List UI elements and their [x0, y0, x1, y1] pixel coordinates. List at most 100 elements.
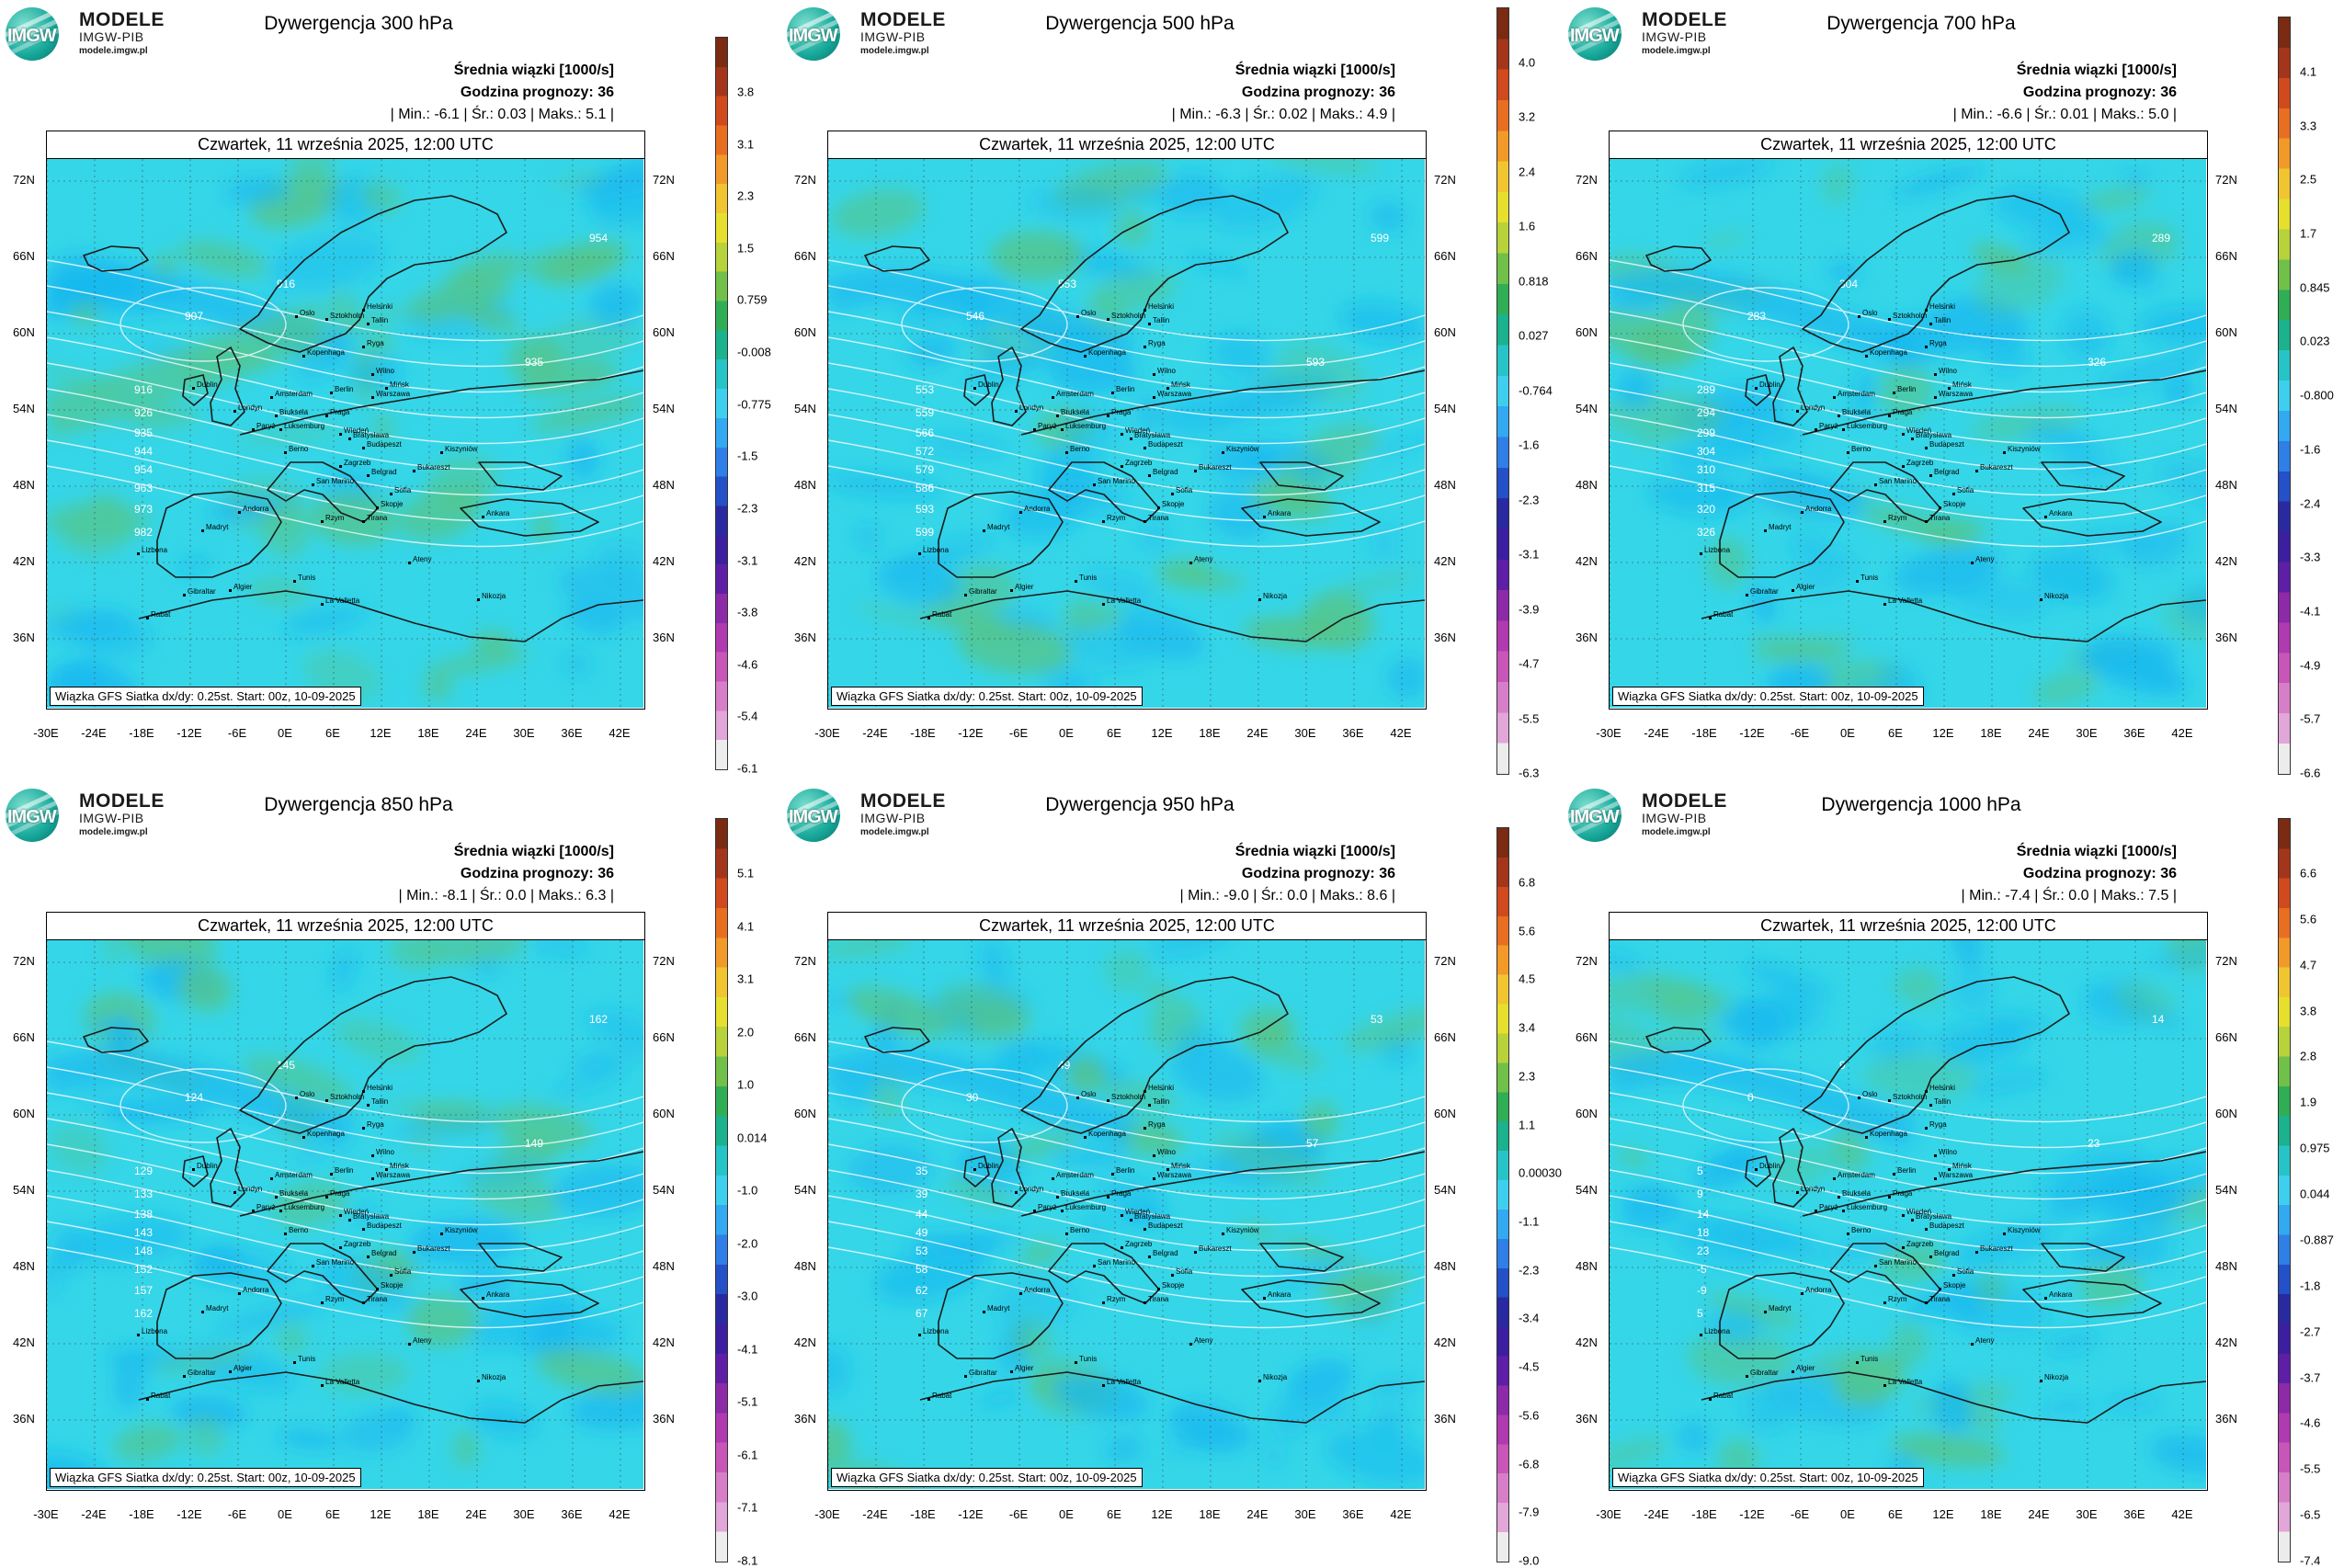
colorbar-tick-label: -2.4	[2300, 496, 2321, 511]
city-marker	[330, 392, 333, 394]
isoline-label: 35	[916, 1165, 928, 1177]
city-label: Zagrzeb	[344, 1240, 371, 1248]
continent-line	[239, 369, 643, 436]
latitude-label: 72N	[653, 954, 675, 968]
longitude-label: -24E	[862, 726, 888, 740]
city-label: Luksemburg	[284, 422, 324, 430]
city-label: Kopenhaga	[307, 348, 345, 357]
imgw-logo: IMGW MODELE IMGW-PIB modele.imgw.pl	[6, 6, 164, 61]
city-marker	[1939, 506, 1941, 509]
city-label: Mińsk	[1171, 1162, 1191, 1170]
latitude-label: 36N	[2215, 1412, 2237, 1426]
city-label: Gibraltar	[1750, 1369, 1779, 1377]
city-marker	[1971, 1343, 1974, 1346]
city-label: Nikozja	[2044, 592, 2069, 600]
latitude-label: 36N	[794, 1412, 816, 1426]
city-marker	[1076, 315, 1079, 318]
city-label: Budapeszt	[367, 440, 403, 449]
city-marker	[1902, 1214, 1905, 1217]
longitude-label: -12E	[176, 1507, 202, 1521]
isoline-label: 304	[1839, 278, 1858, 290]
colorbar-tick-label: 4.1	[737, 919, 755, 934]
longitude-label: 0E	[278, 1507, 292, 1521]
latitude-label: 66N	[1434, 1030, 1456, 1044]
isoline-label: 152	[134, 1263, 153, 1276]
brand-url: modele.imgw.pl	[860, 827, 929, 837]
longitude-label: -12E	[176, 726, 202, 740]
city-marker	[183, 594, 186, 597]
longitude-label: -30E	[814, 726, 840, 740]
city-label: Bratysława	[1134, 1212, 1171, 1221]
map-panel-3: IMGW MODELE IMGW-PIB modele.imgw.pl Dywe…	[1563, 0, 2344, 781]
city-label: Helsinki	[1929, 1084, 1955, 1092]
isoline-label: 49	[916, 1226, 928, 1239]
colorbar-tick-label: 3.1	[737, 137, 755, 152]
city-marker	[1801, 511, 1804, 514]
city-label: La Valletta	[1107, 1378, 1142, 1386]
forecast-hour: Godzina prognozy: 36	[1241, 85, 1395, 100]
longitude-label: 0E	[1059, 1507, 1074, 1521]
colorbar-tick-label: 1.9	[2300, 1095, 2317, 1109]
city-marker	[2040, 598, 2042, 601]
city-marker	[1833, 396, 1836, 399]
latitude-label: 60N	[653, 325, 675, 339]
longitude-label: 42E	[1390, 1507, 1412, 1521]
colorbar-tick-label: -1.6	[1519, 437, 1540, 452]
city-label: Sofia	[1957, 486, 1974, 494]
valid-date: Czwartek, 11 września 2025, 12:00 UTC	[46, 131, 645, 158]
latitude-label: 36N	[794, 631, 816, 644]
city-marker	[252, 1210, 255, 1212]
map-panel-2: IMGW MODELE IMGW-PIB modele.imgw.pl Dywe…	[781, 0, 1563, 781]
brand-institute: IMGW-PIB	[860, 29, 926, 44]
city-marker	[1144, 1228, 1146, 1231]
iceland-outline	[1645, 245, 1712, 272]
colorbar-tick-label: 6.8	[1519, 875, 1536, 890]
city-marker	[1107, 318, 1109, 321]
isoline-label: 53	[1371, 1013, 1383, 1026]
city-label: Gibraltar	[1750, 587, 1779, 596]
city-label: La Valletta	[1888, 1378, 1923, 1386]
divergence-map: 30 35 39 44 49 53 58 62 67 49 57 53 Oslo Sztokholm Hel…	[827, 939, 1427, 1491]
field-statistics: | Min.: -6.3 | Śr.: 0.02 | Maks.: 4.9 |	[1171, 107, 1395, 122]
city-label: Warszawa	[376, 390, 411, 398]
city-marker	[1107, 1099, 1109, 1102]
isoline-label: 30	[966, 1091, 979, 1104]
longitude-label: -18E	[1691, 726, 1717, 740]
city-label: San Marino	[1098, 477, 1135, 485]
city-marker	[1858, 315, 1860, 318]
city-label: Mińsk	[1952, 1162, 1973, 1170]
city-label: Sztokholm	[1893, 312, 1928, 320]
latitude-label: 54N	[2215, 1183, 2237, 1197]
latitude-label: 48N	[794, 1259, 816, 1273]
latitude-label: 48N	[2215, 1259, 2237, 1273]
ireland-outline	[182, 374, 209, 406]
city-marker	[1093, 483, 1096, 486]
longitude-label: 24E	[1246, 726, 1269, 740]
valid-date: Czwartek, 11 września 2025, 12:00 UTC	[1609, 131, 2208, 158]
city-label: Andorra	[1024, 1286, 1051, 1294]
isoline-label: 315	[1697, 482, 1715, 494]
city-label: Paryż	[1819, 422, 1838, 430]
city-label: Kopenhaga	[1870, 1130, 1907, 1138]
latitude-label: 36N	[653, 1412, 675, 1426]
colorbar-tick-label: -9.0	[1519, 1553, 1540, 1568]
city-marker	[1893, 1173, 1895, 1176]
latitude-label: 48N	[653, 1259, 675, 1273]
valid-date: Czwartek, 11 września 2025, 12:00 UTC	[827, 912, 1427, 939]
city-label: Tirana	[1929, 1295, 1951, 1303]
colorbar-tick-label: 4.5	[1519, 971, 1536, 986]
isoline-label: 599	[1371, 232, 1389, 244]
city-label: Warszawa	[376, 1171, 411, 1179]
city-marker	[1093, 1265, 1096, 1267]
isoline-label: 5	[1697, 1165, 1703, 1177]
city-marker	[1925, 520, 1928, 523]
city-label: Sztokholm	[1111, 1093, 1146, 1101]
colorbar-tick-label: 0.044	[2300, 1187, 2330, 1201]
colorbar-tick-label: -2.0	[737, 1236, 758, 1251]
city-label: Oslo	[300, 1090, 315, 1098]
city-marker	[1222, 1233, 1224, 1235]
colorbar	[1496, 827, 1509, 1562]
city-label: Andorra	[1805, 1286, 1832, 1294]
city-label: Andorra	[1805, 505, 1832, 513]
latitude-label: 72N	[1434, 954, 1456, 968]
